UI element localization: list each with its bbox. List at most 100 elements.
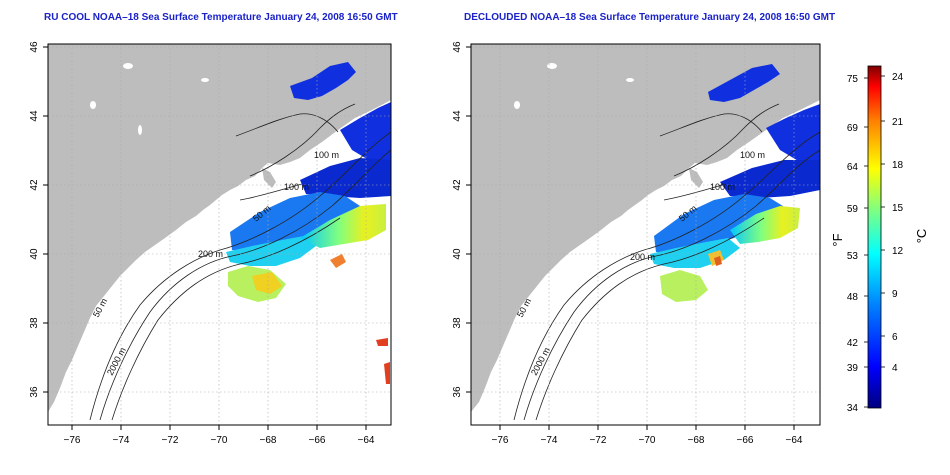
- contour-label: 100 m: [314, 150, 339, 160]
- right-panel-title: DECLOUDED NOAA–18 Sea Surface Temperatur…: [464, 12, 836, 23]
- f-tick-label: 39: [847, 363, 859, 374]
- y-tick-label: 46: [452, 41, 463, 53]
- x-axis: −76 −74 −72 −70 −68 −66 −64: [64, 425, 375, 446]
- f-tick-label: 34: [847, 403, 859, 414]
- bathymetry-contours: [513, 103, 820, 421]
- x-tick-label: −72: [162, 435, 179, 446]
- bathymetry-contours: [89, 103, 391, 421]
- contour-label: 2000 m: [529, 346, 552, 377]
- x-tick-label: −72: [590, 435, 607, 446]
- sst-warm-south: [660, 270, 708, 302]
- land-mass: [471, 44, 820, 412]
- sst-warm-patch: [252, 272, 282, 294]
- x-tick-label: −76: [492, 435, 509, 446]
- y-tick-label: 40: [29, 248, 40, 260]
- f-tick-label: 42: [847, 338, 859, 349]
- sst-cold-shelf: [720, 160, 820, 198]
- sst-cyan-band: [226, 236, 316, 266]
- map-frame: [470, 43, 821, 426]
- y-tick-label: 42: [29, 179, 40, 191]
- x-tick-label: −64: [358, 435, 375, 446]
- left-panel-title: RU COOL NOAA–18 Sea Surface Temperature …: [44, 12, 398, 23]
- lake: [626, 78, 634, 82]
- y-tick-label: 44: [452, 110, 463, 122]
- sst-gulf-stream: [300, 204, 386, 248]
- x-tick-label: −74: [113, 435, 130, 446]
- c-tick-label: 12: [892, 246, 904, 257]
- y-tick-label: 42: [452, 179, 463, 191]
- map-grid: [471, 44, 820, 425]
- y-tick-label: 44: [29, 110, 40, 122]
- colorbar-tick-marks: [864, 75, 885, 408]
- sst-mid-shelf: [654, 194, 786, 254]
- x-tick-label: −66: [309, 435, 326, 446]
- sst-cold-shelf: [300, 158, 391, 198]
- f-tick-label: 69: [847, 123, 859, 134]
- nova-scotia: [322, 44, 391, 100]
- sst-mid-shelf: [230, 192, 360, 252]
- c-tick-label: 24: [892, 72, 904, 83]
- contour-label: 200 m: [630, 252, 655, 262]
- lake: [201, 78, 209, 82]
- x-tick-label: −68: [260, 435, 277, 446]
- contour-label: 100 m: [740, 150, 765, 160]
- colorbar: 75 69 64 59 53 48 42 39 34 24 21 18 15 1…: [830, 65, 929, 414]
- contour-label: 100 m: [284, 182, 309, 192]
- c-tick-label: 15: [892, 203, 904, 214]
- colorbar-c-ticks: 24 21 18 15 12 9 6 4: [892, 72, 904, 374]
- contour-label: 200 m: [198, 249, 223, 259]
- f-tick-label: 48: [847, 292, 859, 303]
- land-mass: [48, 44, 391, 412]
- sst-hot-eddy: [330, 254, 346, 268]
- contour-label: 2000 m: [105, 346, 128, 377]
- sst-cold-scotian: [766, 104, 820, 162]
- nova-scotia: [750, 44, 820, 100]
- y-tick-label: 36: [29, 386, 40, 398]
- x-tick-label: −70: [211, 435, 228, 446]
- contour-label: 100 m: [710, 182, 735, 192]
- c-tick-label: 4: [892, 363, 898, 374]
- f-tick-label: 75: [847, 74, 859, 85]
- sst-cold-gulf-of-maine: [290, 62, 356, 100]
- y-tick-label: 40: [452, 248, 463, 260]
- f-tick-label: 64: [847, 162, 859, 173]
- colorbar-fahrenheit-label: °F: [830, 233, 845, 246]
- c-tick-label: 21: [892, 117, 904, 128]
- x-tick-label: −76: [64, 435, 81, 446]
- lake: [547, 63, 557, 69]
- colorbar-celsius-label: °C: [914, 229, 929, 244]
- right-map-panel: 100 m 100 m 50 m 200 m 50 m 2000 m −76 −…: [452, 41, 821, 446]
- y-axis: 46 44 42 40 38 36: [452, 41, 471, 398]
- lake: [90, 101, 96, 109]
- map-grid: [48, 44, 391, 425]
- x-tick-label: −66: [737, 435, 754, 446]
- left-map-panel: 100 m 100 m 50 m 200 m 50 m 2000 m −76 −…: [29, 41, 392, 446]
- c-tick-label: 18: [892, 160, 904, 171]
- sst-cold-gulf-of-maine: [708, 64, 780, 102]
- y-tick-label: 38: [29, 317, 40, 329]
- y-tick-label: 46: [29, 41, 40, 53]
- sst-hot-eddy: [714, 256, 722, 266]
- x-tick-label: −64: [786, 435, 803, 446]
- x-axis: −76 −74 −72 −70 −68 −66 −64: [492, 425, 803, 446]
- y-axis: 46 44 42 40 38 36: [29, 41, 48, 398]
- y-tick-label: 38: [452, 317, 463, 329]
- sst-cold-scotian: [340, 102, 391, 162]
- x-tick-label: −68: [688, 435, 705, 446]
- f-tick-label: 53: [847, 251, 859, 262]
- lake: [123, 63, 133, 69]
- lake: [514, 101, 520, 109]
- cape-cod: [689, 168, 703, 188]
- cape-cod: [262, 168, 276, 188]
- c-tick-label: 6: [892, 332, 898, 343]
- colorbar-gradient: [867, 65, 882, 409]
- x-tick-label: −74: [541, 435, 558, 446]
- y-tick-label: 36: [452, 386, 463, 398]
- colorbar-f-ticks: 75 69 64 59 53 48 42 39 34: [847, 74, 859, 414]
- sst-gulf-stream: [730, 206, 800, 244]
- f-tick-label: 59: [847, 204, 859, 215]
- sst-hot-speck: [376, 338, 388, 346]
- x-tick-label: −70: [639, 435, 656, 446]
- sst-hot-speck: [384, 362, 390, 384]
